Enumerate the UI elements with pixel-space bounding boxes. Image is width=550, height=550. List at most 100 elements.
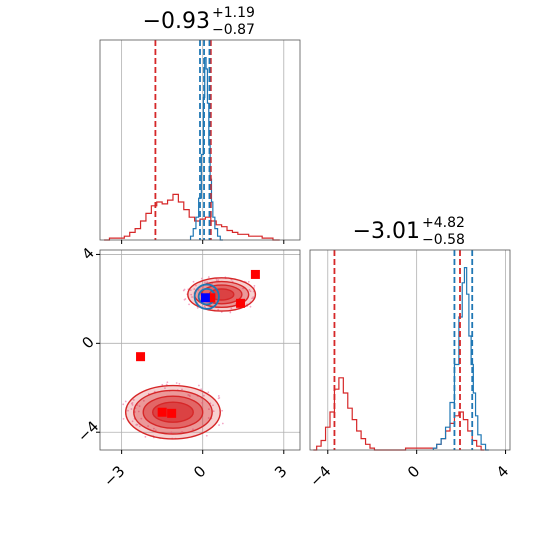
scatter-point [251,297,253,300]
scatter-point [211,282,214,285]
scatter-point [206,281,209,284]
scatter-point [205,434,208,437]
scatter-point [202,394,205,397]
param2-red-histogram [313,377,485,451]
scatter-point [218,397,221,399]
scatter-point [154,429,157,432]
joint-x-tick-label-0: −3 [100,462,128,490]
scatter-point [161,383,164,386]
param2-title: −3.01 +4.82−0.58 [353,215,465,248]
scatter-point [170,431,173,434]
red-square-marker-1 [136,352,146,362]
param1-title-lower-error: −0.87 [212,22,255,38]
scatter-point [203,305,206,308]
red-square-marker-0 [250,269,260,279]
param2-x-tick-label-1: 0 [404,462,423,481]
scatter-point [221,409,224,412]
scatter-point [124,400,127,403]
blue-contour-0 [193,283,220,310]
scatter-point [175,382,178,384]
scatter-point [207,417,210,419]
red-square-marker-5 [206,293,216,303]
red-square-marker-2 [236,298,246,308]
scatter-point [135,424,138,426]
scatter-point [207,391,210,394]
scatter-point [147,425,150,427]
scatter-point [207,276,210,278]
scatter-point [247,280,250,283]
scatter-point [138,405,141,408]
joint-y-tick-label-0: −4 [74,417,102,445]
scatter-point [140,417,143,420]
scatter-point [196,306,199,309]
scatter-point [191,296,193,298]
scatter-point [137,410,140,413]
param1-blue-histogram [189,57,223,241]
scatter-point [229,311,232,314]
scatter-point [201,402,204,404]
scatter-point [122,417,125,420]
scatter-point [131,404,134,406]
scatter-point [212,404,214,407]
param2-title-lower-error: −0.58 [422,232,465,248]
scatter-point [152,427,155,430]
scatter-point [230,307,233,310]
scatter-point [182,289,185,292]
scatter-point [166,381,169,384]
scatter-point [202,285,204,288]
param2-title-upper-error: +4.82 [422,215,465,231]
scatter-point [142,399,145,402]
joint-panel-frame [99,249,301,451]
scatter-point [253,285,256,287]
scatter-point [221,422,224,425]
right-panel-frame [309,249,511,451]
scatter-point [138,425,141,428]
scatter-point [181,388,183,391]
blue-square-marker-0 [200,293,210,303]
scatter-point [197,289,200,291]
scatter-point [192,428,194,431]
scatter-point [208,408,210,410]
top-panel-frame [99,39,301,241]
scatter-point [130,408,133,410]
param1-title-upper-error: +1.19 [212,5,255,21]
scatter-point [200,388,203,391]
joint-y-tick-label-2: 4 [78,244,97,263]
scatter-point [188,303,190,306]
scatter-point [249,305,252,308]
scatter-point [144,435,147,438]
scatter-point [193,288,196,290]
scatter-point [249,290,252,293]
joint-y-tick-label-1: 0 [78,333,97,352]
scatter-point [189,395,191,398]
scatter-point [131,420,134,423]
param2-x-tick-label-0: −4 [306,462,334,490]
param2-title-value: −3.01 [353,219,420,244]
scatter-point [127,409,129,412]
joint-x-tick-label-1: 0 [190,462,209,481]
scatter-point [132,399,135,401]
scatter-point [215,279,218,282]
scatter-point [192,280,195,283]
scatter-point [217,395,220,397]
joint-x-tick-label-2: 3 [271,462,290,481]
scatter-point [198,384,200,387]
scatter-point [190,293,193,296]
scatter-point [189,289,192,292]
scatter-point [200,277,203,280]
scatter-point [248,288,251,291]
scatter-point [178,382,181,385]
scatter-point [165,383,168,386]
scatter-point [183,298,186,301]
scatter-point [181,430,183,433]
scatter-point [212,410,215,413]
param1-title: −0.93 +1.19−0.87 [143,5,255,38]
scatter-point [164,387,166,390]
param2-x-tick-label-2: 4 [493,462,512,481]
param1-red-histogram [104,193,280,241]
param1-title-value: −0.93 [143,9,210,34]
scatter-point [218,424,220,426]
scatter-point [131,402,134,404]
red-square-marker-3 [157,407,167,417]
